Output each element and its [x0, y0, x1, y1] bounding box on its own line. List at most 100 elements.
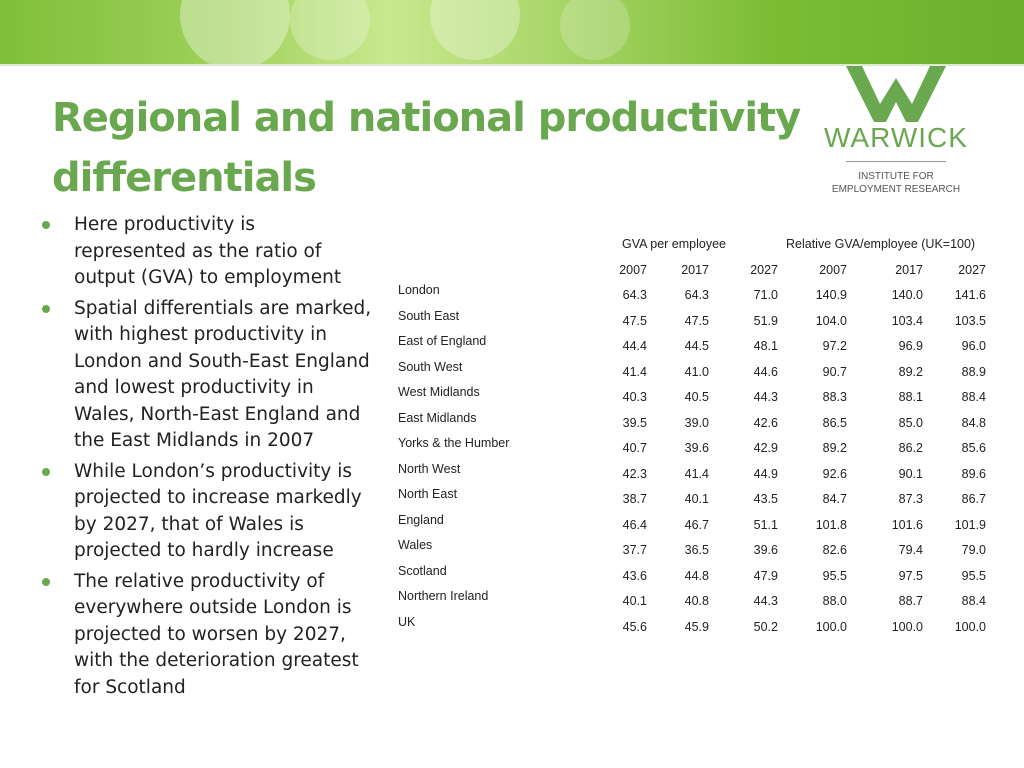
year-header: 2027 — [958, 263, 986, 277]
bokeh-light — [180, 0, 290, 64]
table-cell: 95.5 — [822, 568, 847, 583]
table-cell: 45.6 — [622, 619, 647, 634]
region-label: Scotland — [398, 563, 447, 578]
table-cell: 84.8 — [961, 415, 986, 430]
table-cell: 101.6 — [891, 517, 923, 532]
table-row: Scotland 43.6 44.8 47.9 95.5 97.5 95.5 — [390, 564, 1000, 595]
table-cell: 79.0 — [961, 543, 986, 557]
table-cell: 88.7 — [898, 594, 923, 608]
table-cell: 88.1 — [898, 390, 923, 404]
table-cell: 39.0 — [684, 415, 709, 430]
table-cell: 40.5 — [684, 390, 709, 404]
bullet-item: Here productivity is represented as the … — [42, 212, 372, 292]
table-cell: 46.4 — [622, 517, 647, 532]
bokeh-light — [290, 0, 370, 60]
table-cell: 90.1 — [898, 466, 923, 481]
table-row: Yorks & the Humber 40.7 39.6 42.9 89.2 86.2 85… — [390, 436, 1000, 467]
header-banner — [0, 0, 1024, 64]
bullet-dot-icon — [42, 467, 50, 476]
table-row: South East 47.5 47.5 51.9 104.0 103.4 103.5 — [390, 309, 1000, 340]
table-cell: 48.1 — [753, 339, 778, 353]
year-header: 2027 — [750, 263, 778, 277]
table-cell: 39.6 — [684, 441, 709, 455]
logo-subtitle-line: EMPLOYMENT RESEARCH — [831, 184, 961, 195]
table-cell: 71.0 — [753, 288, 778, 302]
group-header-gva: GVA per employee — [622, 237, 726, 251]
table-cell: 100.0 — [815, 619, 847, 634]
table-cell: 82.6 — [822, 543, 847, 557]
table-row: Wales 37.7 36.5 39.6 82.6 79.4 79.0 — [390, 538, 1000, 569]
region-label: London — [398, 283, 440, 297]
region-label: South West — [398, 359, 463, 374]
table-cell: 47.5 — [622, 313, 647, 328]
table-cell: 44.8 — [684, 568, 709, 583]
table-cell: 88.9 — [961, 364, 986, 379]
slide-title: Regional and national productivity diffe… — [52, 95, 801, 201]
table-cell: 51.1 — [753, 517, 778, 532]
table-cell: 47.5 — [684, 313, 709, 328]
region-label: North West — [398, 461, 461, 476]
region-label: South East — [398, 308, 460, 323]
region-label: Northern Ireland — [398, 589, 489, 603]
table-cell: 97.2 — [822, 339, 847, 353]
table-cell: 88.4 — [961, 594, 986, 608]
table-cell: 50.2 — [753, 619, 778, 634]
logo-subtitle-line: INSTITUTE FOR — [858, 171, 934, 182]
year-header: 2017 — [895, 263, 923, 277]
region-label: East Midlands — [398, 410, 477, 425]
bokeh-light — [560, 0, 630, 60]
table-cell: 40.1 — [684, 492, 709, 506]
table-cell: 84.7 — [822, 492, 847, 506]
table-cell: 140.0 — [891, 288, 923, 302]
warwick-logo: WARWICK INSTITUTE FOR EMPLOYMENT RESEARC… — [816, 66, 976, 196]
table-cell: 140.9 — [815, 288, 847, 302]
bullet-dot-icon — [42, 577, 50, 586]
table-cell: 86.2 — [898, 441, 923, 455]
year-header: 2007 — [819, 263, 847, 277]
region-label: UK — [398, 614, 416, 629]
table-cell: 85.6 — [961, 441, 986, 455]
table-cell: 89.2 — [822, 441, 847, 455]
warwick-w-icon — [846, 66, 946, 122]
table-cell: 44.9 — [753, 466, 778, 481]
table-cell: 44.6 — [753, 364, 778, 379]
table-cell: 96.9 — [898, 339, 923, 353]
table-cell: 44.3 — [753, 390, 778, 404]
table-cell: 41.4 — [622, 364, 647, 379]
table-row: South West 41.4 41.0 44.6 90.7 89.2 88.9 — [390, 360, 1000, 391]
table-cell: 38.7 — [622, 492, 647, 506]
table-row: Northern Ireland 40.1 40.8 44.3 88.0 88.7 88.4 — [390, 589, 1000, 620]
region-label: England — [398, 512, 444, 527]
region-label: East of England — [398, 334, 487, 348]
table-row: North East 38.7 40.1 43.5 84.7 87.3 86.7 — [390, 487, 1000, 518]
table-cell: 89.2 — [898, 364, 923, 379]
table-cell: 40.7 — [622, 441, 647, 455]
logo-wordmark: WARWICK — [824, 122, 968, 153]
table-cell: 101.8 — [815, 517, 847, 532]
table-cell: 103.5 — [954, 313, 986, 328]
bullet-dot-icon — [42, 221, 50, 229]
table-cell: 40.8 — [684, 594, 709, 608]
table-row: West Midlands 40.3 40.5 44.3 88.3 88.1 88.4 — [390, 385, 1000, 416]
bullet-text: The relative productivity of everywhere … — [74, 570, 359, 698]
table-cell: 43.5 — [753, 492, 778, 506]
bullet-text: Here productivity is represented as the … — [74, 214, 342, 288]
table-cell: 86.5 — [822, 415, 847, 430]
table-cell: 39.6 — [753, 543, 778, 557]
table-cell: 88.0 — [822, 594, 847, 608]
table-cell: 41.0 — [684, 364, 709, 379]
table-cell: 42.3 — [622, 466, 647, 481]
table-cell: 103.4 — [891, 313, 923, 328]
table-cell: 37.7 — [622, 543, 647, 557]
table-cell: 47.9 — [753, 568, 778, 583]
year-header: 2007 — [619, 263, 647, 277]
table-row: London 64.3 64.3 71.0 140.9 140.0 141.6 — [390, 283, 1000, 314]
table-row: East Midlands 39.5 39.0 42.6 86.5 85.0 84.8 — [390, 411, 1000, 442]
table-cell: 79.4 — [898, 543, 923, 557]
region-label: West Midlands — [398, 385, 480, 399]
table-cell: 41.4 — [684, 466, 709, 481]
table-cell: 46.7 — [684, 517, 709, 532]
table-cell: 104.0 — [815, 313, 847, 328]
table-cell: 85.0 — [898, 415, 923, 430]
group-header-relative: Relative GVA/employee (UK=100) — [786, 237, 976, 251]
